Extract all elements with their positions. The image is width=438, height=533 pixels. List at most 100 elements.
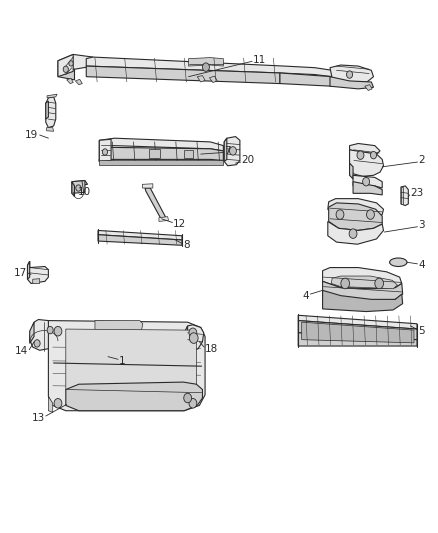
Circle shape [189,399,197,408]
Polygon shape [224,138,227,161]
Circle shape [202,63,209,71]
Polygon shape [46,101,48,119]
Text: 20: 20 [242,156,255,165]
Circle shape [102,149,108,155]
Circle shape [69,61,73,66]
Polygon shape [350,150,384,176]
Text: 18: 18 [205,344,218,354]
Polygon shape [72,182,74,197]
Polygon shape [46,97,56,127]
Polygon shape [28,261,30,279]
Polygon shape [99,138,223,151]
Polygon shape [328,221,384,244]
Circle shape [363,177,370,186]
Polygon shape [75,79,82,85]
Polygon shape [30,319,57,350]
Polygon shape [280,73,332,86]
Polygon shape [401,187,403,204]
Bar [149,149,160,158]
Text: 12: 12 [173,219,187,229]
Circle shape [189,328,197,337]
Polygon shape [330,77,374,89]
Circle shape [54,399,62,408]
Polygon shape [98,235,182,245]
Polygon shape [322,268,402,289]
Polygon shape [353,182,382,195]
Text: 17: 17 [14,268,27,278]
Polygon shape [66,382,202,411]
Polygon shape [58,54,73,77]
Text: 19: 19 [25,130,39,140]
Text: 5: 5 [418,326,425,336]
Circle shape [371,151,377,159]
Text: 7: 7 [224,146,231,156]
Circle shape [341,278,350,289]
Polygon shape [350,163,353,179]
Polygon shape [72,181,88,186]
Polygon shape [72,181,85,193]
Polygon shape [322,290,403,312]
Polygon shape [47,94,57,98]
Polygon shape [298,333,417,346]
Polygon shape [197,76,205,82]
Polygon shape [67,78,73,84]
Text: 8: 8 [184,240,190,251]
Polygon shape [331,276,397,289]
Circle shape [336,210,344,219]
Circle shape [34,340,40,347]
Polygon shape [184,325,204,351]
Bar [184,150,193,158]
Text: 13: 13 [32,413,45,423]
Polygon shape [30,322,34,343]
Text: 3: 3 [418,220,425,230]
Polygon shape [365,85,372,91]
Polygon shape [33,279,40,284]
Polygon shape [401,186,408,206]
Text: 14: 14 [15,346,28,357]
Circle shape [375,278,384,289]
Circle shape [54,326,62,336]
Polygon shape [353,175,382,188]
Text: 4: 4 [303,290,310,301]
Circle shape [47,326,53,334]
Circle shape [367,210,374,219]
Polygon shape [302,322,414,343]
Polygon shape [48,397,53,413]
Text: 4: 4 [418,261,425,270]
Polygon shape [98,230,182,240]
Polygon shape [28,261,48,284]
Polygon shape [86,66,280,84]
Polygon shape [99,139,111,161]
Text: 2: 2 [418,156,425,165]
Polygon shape [330,65,374,82]
Ellipse shape [390,258,407,266]
Circle shape [184,393,191,403]
Circle shape [76,185,81,191]
Polygon shape [48,320,205,411]
Text: 10: 10 [78,187,91,197]
Polygon shape [298,316,417,329]
Circle shape [346,71,353,78]
Circle shape [230,147,237,155]
Polygon shape [142,184,153,188]
Circle shape [189,333,198,343]
Polygon shape [159,216,169,221]
Polygon shape [328,199,384,219]
Text: 1: 1 [119,356,126,366]
Circle shape [63,66,68,72]
Polygon shape [58,66,74,80]
Polygon shape [298,320,417,340]
Polygon shape [95,334,141,347]
Polygon shape [322,281,403,303]
Polygon shape [350,143,380,154]
Polygon shape [86,57,332,77]
Polygon shape [145,188,166,220]
Polygon shape [188,58,223,66]
Circle shape [357,151,364,159]
Polygon shape [184,326,187,342]
Polygon shape [328,203,382,230]
Circle shape [349,229,357,238]
Polygon shape [209,76,217,83]
Polygon shape [224,136,240,166]
Text: 11: 11 [253,55,266,64]
